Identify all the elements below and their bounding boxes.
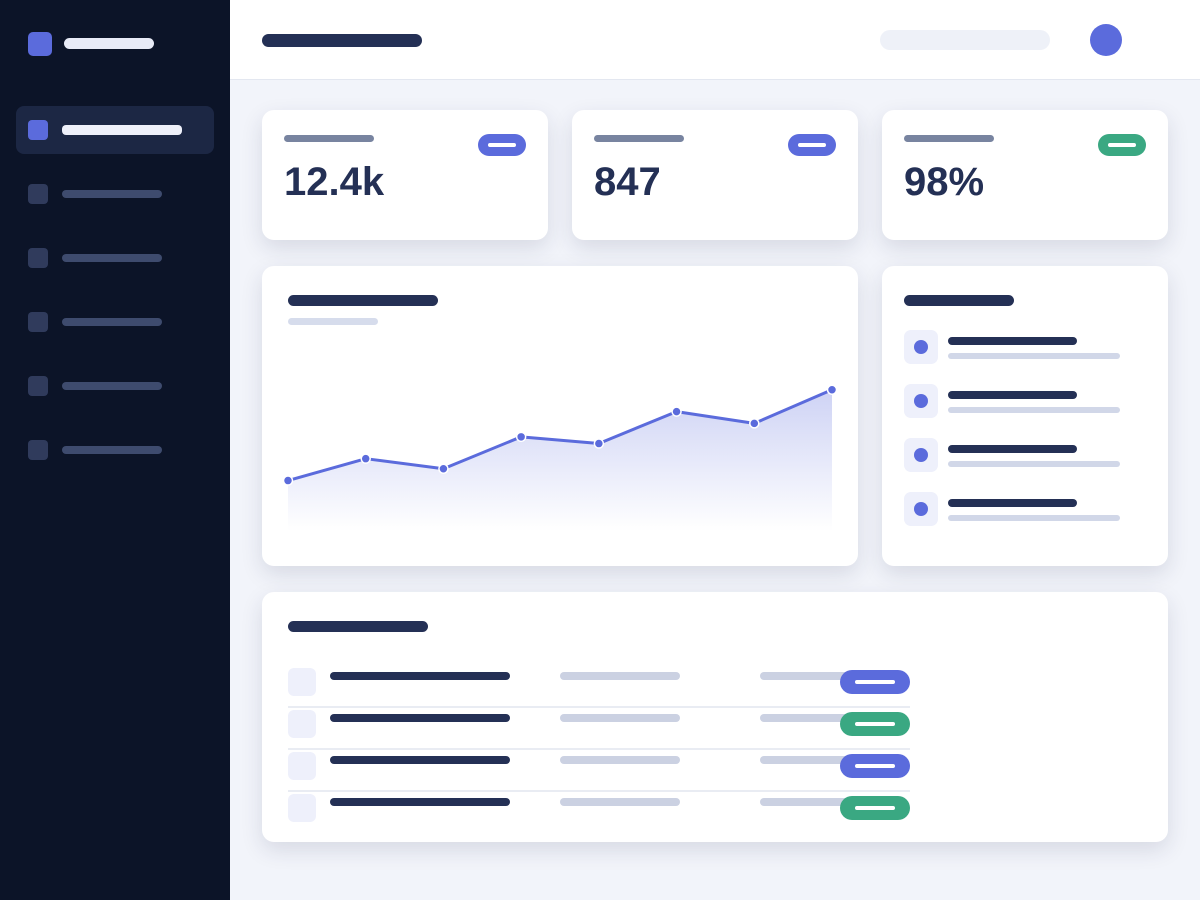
- activity-title-placeholder: [904, 295, 1014, 306]
- chart-series-line: [287, 388, 833, 482]
- row-cell-placeholder: [560, 756, 680, 764]
- row-checkbox[interactable]: [288, 668, 316, 696]
- chart-point-6[interactable]: [671, 406, 682, 417]
- activity-card: [882, 266, 1168, 566]
- activity-title-placeholder: [948, 499, 1077, 507]
- chart-title-placeholder: [288, 295, 438, 306]
- page-title-placeholder: [262, 34, 422, 47]
- chart-point-5[interactable]: [593, 438, 605, 449]
- top-header: [230, 0, 1200, 80]
- chart-point-7[interactable]: [749, 418, 760, 429]
- sidebar-item-label: [62, 446, 162, 454]
- stat-card-2: 847: [572, 110, 858, 240]
- stat-badge: [1098, 134, 1146, 156]
- sidebar-item-1[interactable]: [16, 106, 214, 154]
- activity-subtitle-placeholder: [948, 407, 1120, 413]
- list-item[interactable]: [904, 438, 1134, 474]
- list-item[interactable]: [904, 384, 1134, 420]
- activity-subtitle-placeholder: [948, 515, 1120, 521]
- sidebar-item-label: [62, 318, 162, 326]
- activity-title-placeholder: [948, 445, 1077, 453]
- row-checkbox[interactable]: [288, 752, 316, 780]
- sidebar-item-4[interactable]: [16, 298, 214, 346]
- table-row[interactable]: [288, 788, 910, 828]
- logo-icon: [28, 32, 52, 56]
- row-cell-placeholder: [560, 672, 680, 680]
- stat-badge: [478, 134, 526, 156]
- sidebar-item-6[interactable]: [16, 426, 214, 474]
- chart-point-8[interactable]: [826, 384, 838, 395]
- dot-icon: [914, 340, 928, 354]
- sidebar-item-label: [62, 190, 162, 198]
- stat-label-placeholder: [594, 135, 684, 142]
- sidebar-item-label: [62, 382, 162, 390]
- chart-subtitle-placeholder: [288, 318, 378, 325]
- sidebar: [0, 0, 230, 900]
- nav-square-icon: [28, 376, 48, 396]
- row-cell-placeholder: [760, 714, 860, 722]
- stat-card-1: 12.4k: [262, 110, 548, 240]
- status-badge: [840, 670, 910, 694]
- dot-icon: [914, 502, 928, 516]
- stat-card-3: 98%: [882, 110, 1168, 240]
- table-row[interactable]: [288, 704, 910, 750]
- sidebar-item-2[interactable]: [16, 170, 214, 218]
- nav-square-icon: [28, 248, 48, 268]
- stat-badge: [788, 134, 836, 156]
- activity-title-placeholder: [948, 391, 1077, 399]
- table-card: [262, 592, 1168, 842]
- nav-square-icon: [28, 184, 48, 204]
- row-name-placeholder: [330, 672, 510, 680]
- status-badge: [840, 796, 910, 820]
- activity-title-placeholder: [948, 337, 1077, 345]
- activity-icon-box: [904, 384, 938, 418]
- chart-point-2[interactable]: [360, 453, 371, 464]
- chart-point-3[interactable]: [438, 463, 449, 475]
- row-checkbox[interactable]: [288, 710, 316, 738]
- row-name-placeholder: [330, 714, 510, 722]
- status-badge: [840, 712, 910, 736]
- row-name-placeholder: [330, 756, 510, 764]
- row-cell-placeholder: [760, 672, 860, 680]
- sidebar-item-label: [62, 125, 182, 135]
- nav-square-icon: [28, 120, 48, 140]
- stat-value: 98%: [904, 160, 985, 204]
- row-cell-placeholder: [760, 798, 860, 806]
- row-name-placeholder: [330, 798, 510, 806]
- stat-label-placeholder: [284, 135, 374, 142]
- activity-icon-box: [904, 438, 938, 472]
- chart-area-fill: [288, 389, 832, 531]
- row-cell-placeholder: [760, 756, 860, 764]
- nav-square-icon: [28, 440, 48, 460]
- list-item[interactable]: [904, 492, 1134, 528]
- sidebar-item-3[interactable]: [16, 234, 214, 282]
- stat-value: 12.4k: [284, 160, 385, 204]
- activity-subtitle-placeholder: [948, 461, 1120, 467]
- row-cell-placeholder: [560, 798, 680, 806]
- dot-icon: [914, 394, 928, 408]
- row-cell-placeholder: [560, 714, 680, 722]
- avatar[interactable]: [1090, 24, 1122, 56]
- chart-point-1[interactable]: [282, 475, 294, 486]
- status-badge: [840, 754, 910, 778]
- activity-subtitle-placeholder: [948, 353, 1120, 359]
- app-name-placeholder: [64, 38, 154, 49]
- stat-value: 847: [594, 160, 661, 204]
- chart-point-4[interactable]: [515, 431, 527, 443]
- line-chart: [282, 384, 838, 531]
- activity-icon-box: [904, 492, 938, 526]
- table-row[interactable]: [288, 662, 910, 708]
- list-item[interactable]: [904, 330, 1134, 366]
- search-input[interactable]: [880, 30, 1050, 50]
- nav-square-icon: [28, 312, 48, 332]
- sidebar-item-label: [62, 254, 162, 262]
- dot-icon: [914, 448, 928, 462]
- table-title-placeholder: [288, 621, 428, 632]
- activity-icon-box: [904, 330, 938, 364]
- table-row[interactable]: [288, 746, 910, 792]
- stat-label-placeholder: [904, 135, 994, 142]
- chart-card: [262, 266, 858, 566]
- sidebar-item-5[interactable]: [16, 362, 214, 410]
- row-checkbox[interactable]: [288, 794, 316, 822]
